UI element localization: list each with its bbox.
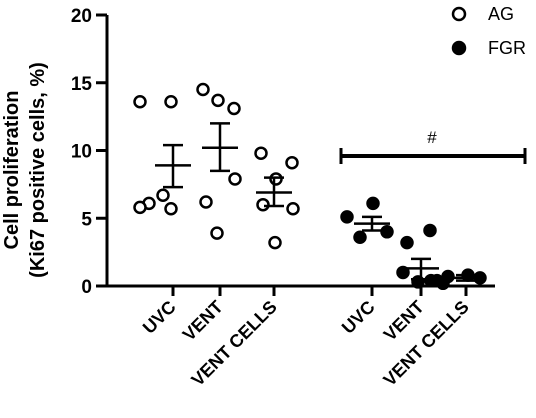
data-point-ag-3-3 <box>269 172 283 186</box>
data-point-ag-3-6 <box>268 235 282 250</box>
y-tick-label-20: 20 <box>71 6 92 27</box>
data-point-fgr-1-2 <box>340 210 354 224</box>
data-point-ag-2-2 <box>211 93 225 108</box>
data-point-fgr-2-3 <box>396 265 410 280</box>
data-point-ag-3-5 <box>286 202 300 216</box>
legend-marker-ag <box>451 6 467 22</box>
data-point-fgr-1-4 <box>353 230 367 244</box>
data-point-ag-1-2 <box>164 94 178 109</box>
y-tick-label-15: 15 <box>71 74 93 95</box>
data-point-fgr-2-2 <box>400 235 414 250</box>
x-tick-label-4: UVC <box>338 297 379 338</box>
significance-annotation: # <box>427 128 437 147</box>
x-tick-label-1: UVC <box>139 297 180 338</box>
data-point-fgr-1-3 <box>380 225 394 239</box>
data-point-fgr-3-4 <box>430 273 444 288</box>
y-tick-label-5: 5 <box>81 209 92 230</box>
y-axis-label-line2: (Ki67 positive cells, %) <box>27 62 49 278</box>
y-tick-label-10: 10 <box>71 142 92 163</box>
data-point-ag-1-6 <box>164 202 178 216</box>
y-axis-label: Cell proliferation (Ki67 positive cells,… <box>1 62 49 278</box>
data-point-ag-2-5 <box>199 195 213 209</box>
y-tick-label-0: 0 <box>81 277 92 298</box>
data-point-ag-2-3 <box>227 101 241 116</box>
data-point-ag-2-4 <box>228 172 242 186</box>
data-point-ag-1-3 <box>156 188 170 202</box>
x-tick-label-2: VENT <box>179 297 227 345</box>
data-point-ag-2-6 <box>210 226 224 240</box>
legend-label-fgr: FGR <box>488 38 526 58</box>
data-point-fgr-2-1 <box>423 223 437 238</box>
legend-label-ag: AG <box>488 4 514 24</box>
data-point-fgr-3-2 <box>441 269 455 284</box>
data-point-ag-3-1 <box>254 146 268 160</box>
data-point-ag-2-1 <box>196 82 210 97</box>
data-point-ag-3-4 <box>256 197 270 212</box>
data-point-ag-1-5 <box>133 200 147 215</box>
legend-marker-fgr <box>451 40 467 56</box>
data-point-ag-3-2 <box>285 155 299 170</box>
y-axis-label-line1: Cell proliferation <box>1 91 23 250</box>
data-point-ag-1-1 <box>133 94 147 109</box>
data-point-fgr-1-1 <box>366 196 380 211</box>
